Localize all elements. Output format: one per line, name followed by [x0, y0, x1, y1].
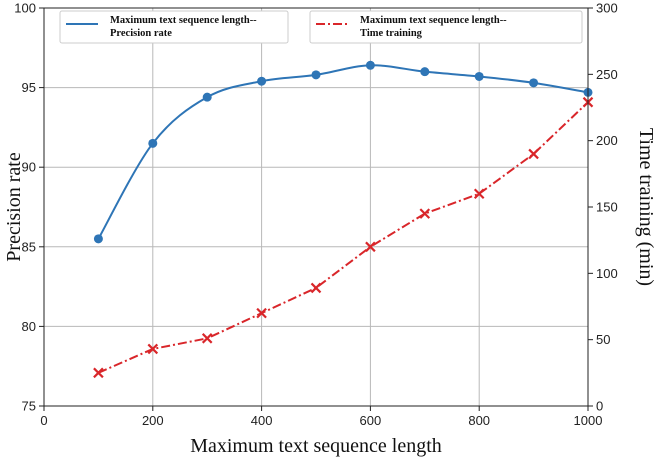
legend-label: Time training	[360, 28, 423, 39]
axes: 0 200 400 600 800 100075808590951000501001502…	[3, 1, 654, 458]
series-1-point	[529, 78, 539, 88]
legend-top-right: Maximum text sequence length-- Time train…	[309, 10, 583, 44]
x-marker-stroke	[365, 241, 376, 253]
legend-box	[59, 10, 289, 44]
series-line-1	[97, 64, 589, 240]
x-marker-stroke	[147, 343, 159, 355]
left-tick-label: 100	[14, 1, 36, 16]
series-1-point	[365, 60, 375, 70]
x-tick-label: 1000	[574, 413, 603, 428]
series-2-point	[419, 208, 431, 219]
legends: Maximum text sequence length-- Precision …	[59, 10, 583, 44]
left-tick-label: 85	[22, 239, 36, 254]
series-2-point	[147, 343, 159, 355]
series-1-point	[148, 138, 158, 148]
series-2-point	[365, 241, 376, 253]
x-tick-label: 200	[142, 413, 164, 428]
x-marker-stroke	[93, 367, 104, 379]
legend-top-left: Maximum text sequence length-- Precision …	[59, 10, 289, 44]
series-2-point	[201, 333, 213, 344]
series-2-point	[256, 307, 267, 319]
x-marker-stroke	[528, 148, 539, 160]
right-tick-label: 200	[596, 133, 618, 148]
right-tick-label: 300	[596, 1, 618, 16]
series-1-point	[93, 234, 103, 244]
legend-box	[309, 10, 583, 44]
series-2-point	[473, 188, 485, 200]
x-tick-label: 0	[40, 413, 47, 428]
x-tick-label: 800	[468, 413, 490, 428]
legend-label: Maximum text sequence length--	[360, 15, 507, 26]
x-axis-title: Maximum text sequence length	[190, 435, 442, 457]
plot-frame	[43, 7, 589, 407]
series-1-point	[420, 67, 430, 77]
x-marker-stroke	[473, 188, 485, 200]
left-tick-label: 80	[22, 319, 36, 334]
right-tick-label: 100	[596, 266, 618, 281]
x-marker-stroke	[201, 333, 213, 344]
series-2-point	[93, 367, 104, 379]
right-tick-label: 50	[596, 332, 610, 347]
legend-label: Maximum text sequence length--	[110, 15, 257, 26]
grid	[43, 7, 589, 407]
series-1-point	[257, 76, 267, 86]
series-1-point	[202, 92, 212, 102]
x-marker-stroke	[310, 282, 322, 294]
series-1-point	[474, 71, 484, 81]
left-tick-label: 75	[22, 399, 36, 414]
x-marker-stroke	[256, 307, 267, 319]
x-marker-stroke	[419, 208, 431, 219]
right-tick-label: 150	[596, 200, 618, 215]
series-2-point	[310, 282, 322, 294]
x-tick-label: 400	[251, 413, 273, 428]
right-tick-label: 0	[596, 399, 603, 414]
left-tick-label: 95	[22, 80, 36, 95]
right-axis-title: Time training (min)	[635, 128, 654, 286]
plot-area	[93, 60, 594, 379]
series-1-point	[311, 70, 321, 80]
series-line-2	[97, 101, 589, 374]
series-2-point	[528, 148, 539, 160]
left-tick-label: 90	[22, 160, 36, 175]
left-axis-title: Precision rate	[3, 152, 25, 262]
legend-label: Precision rate	[110, 28, 172, 39]
x-tick-label: 600	[360, 413, 382, 428]
right-tick-label: 250	[596, 67, 618, 82]
